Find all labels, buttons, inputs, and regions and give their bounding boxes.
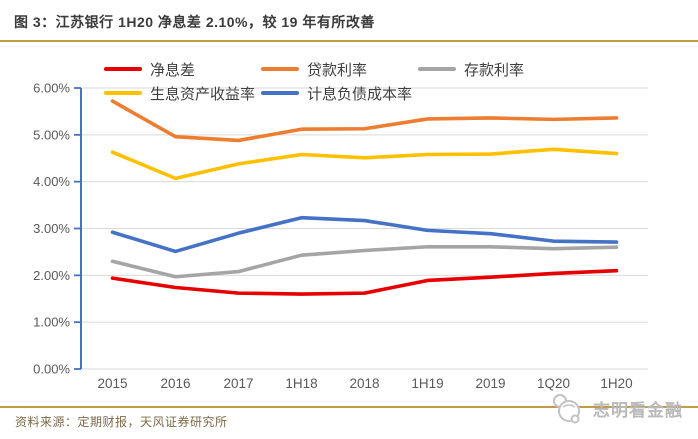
legend-label: 存款利率	[464, 61, 525, 79]
legend-marker	[104, 91, 142, 95]
legend-label: 生息资产收益率	[150, 85, 256, 103]
y-tick-label: 2.00%	[33, 268, 70, 283]
series-line-2	[110, 244, 619, 279]
series-line-1	[110, 99, 619, 143]
legend-marker	[261, 67, 299, 71]
x-tick-label: 2015	[97, 376, 127, 391]
figure-title: 图 3：江苏银行 1H20 净息差 2.10%，较 19 年有所改善	[14, 14, 375, 30]
x-tick-label: 2017	[223, 376, 253, 391]
x-tick-label: 1Q20	[537, 376, 570, 391]
bottom-divider	[0, 406, 698, 408]
top-divider	[0, 40, 698, 42]
legend-item: 净息差	[104, 59, 261, 80]
y-tick-label: 6.00%	[33, 81, 70, 96]
legend-row: 净息差 贷款利率 存款利率	[104, 57, 575, 81]
series-line-3	[110, 147, 619, 181]
legend-label: 净息差	[150, 61, 196, 79]
x-tick-label: 2018	[349, 376, 379, 391]
legend-item: 计息负债成本率	[261, 83, 418, 104]
legend-row: 生息资产收益率 计息负债成本率	[104, 81, 575, 105]
series-line-0	[110, 268, 619, 296]
series-line-4	[110, 215, 619, 254]
y-tick-label: 5.00%	[33, 127, 70, 142]
chart-legend: 净息差 贷款利率 存款利率生息资产收益率 计息负债成本率	[104, 57, 575, 105]
y-tick-label: 4.00%	[33, 174, 70, 189]
legend-label: 计息负债成本率	[307, 85, 413, 103]
y-tick-label: 3.00%	[33, 221, 70, 236]
legend-item: 贷款利率	[261, 59, 418, 80]
y-tick-label: 0.00%	[33, 362, 70, 377]
x-tick-label: 1H19	[411, 376, 443, 391]
legend-item: 生息资产收益率	[104, 83, 261, 104]
source-note: 资料来源：定期财报，天风证券研究所	[15, 415, 228, 429]
y-tick-label: 1.00%	[33, 315, 70, 330]
panda-magnifier-icon	[553, 394, 580, 424]
legend-marker	[418, 67, 456, 71]
x-tick-label: 1H20	[600, 376, 632, 391]
watermark-text: 志明看金融	[593, 400, 683, 420]
x-tick-label: 1H18	[285, 376, 317, 391]
legend-marker	[261, 91, 299, 95]
watermark: 志明看金融	[548, 389, 683, 427]
x-tick-label: 2019	[475, 376, 505, 391]
legend-label: 贷款利率	[307, 61, 368, 79]
legend-item: 存款利率	[418, 59, 575, 80]
x-tick-label: 2016	[160, 376, 190, 391]
legend-marker	[104, 67, 142, 71]
